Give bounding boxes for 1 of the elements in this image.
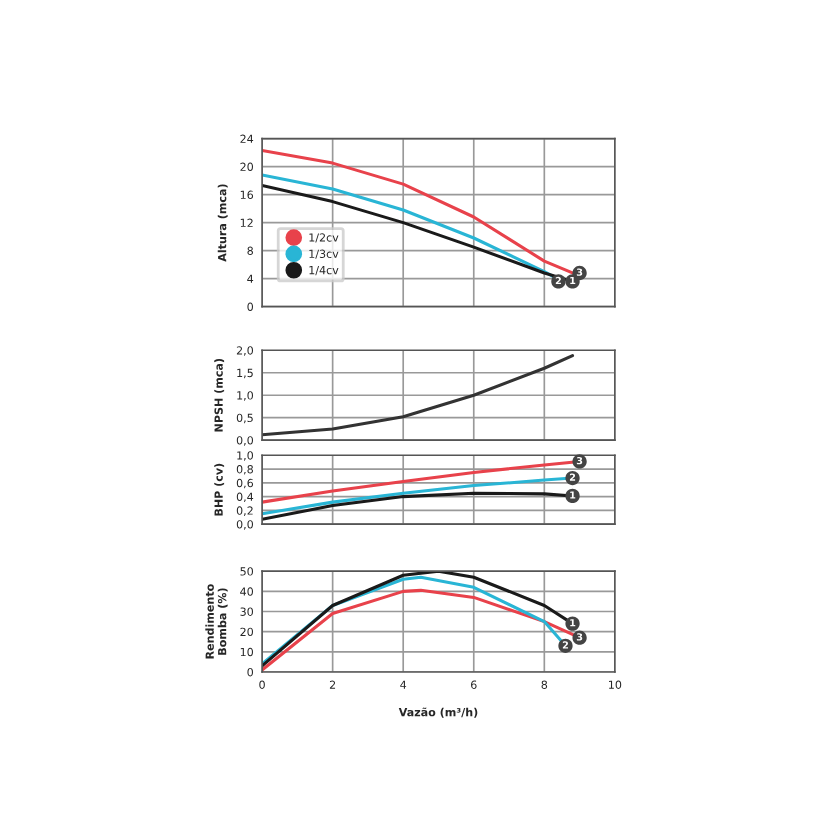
line-series xyxy=(262,354,575,437)
